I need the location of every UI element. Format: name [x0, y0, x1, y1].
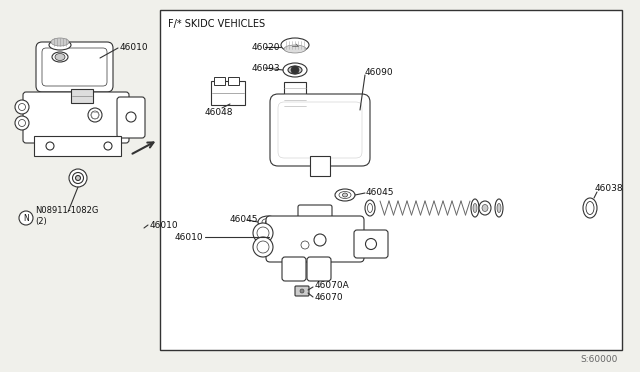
Text: 46070A: 46070A	[315, 280, 349, 289]
FancyBboxPatch shape	[284, 82, 306, 114]
Text: N08911-1082G
(2): N08911-1082G (2)	[35, 206, 99, 226]
Ellipse shape	[52, 52, 68, 62]
FancyBboxPatch shape	[270, 94, 370, 166]
Circle shape	[72, 173, 83, 183]
Text: 46010: 46010	[120, 42, 148, 51]
Circle shape	[15, 100, 29, 114]
Text: N: N	[23, 214, 29, 222]
Ellipse shape	[497, 203, 501, 212]
FancyBboxPatch shape	[36, 42, 113, 92]
Circle shape	[104, 142, 112, 150]
FancyBboxPatch shape	[295, 286, 309, 296]
Text: 46045: 46045	[230, 215, 259, 224]
Ellipse shape	[262, 218, 274, 225]
Text: 46038: 46038	[595, 183, 623, 192]
FancyBboxPatch shape	[211, 81, 245, 105]
Ellipse shape	[583, 198, 597, 218]
FancyBboxPatch shape	[214, 77, 225, 84]
FancyBboxPatch shape	[354, 230, 388, 258]
Ellipse shape	[367, 203, 372, 212]
Text: 46020: 46020	[252, 42, 280, 51]
Text: 46045: 46045	[366, 187, 394, 196]
FancyBboxPatch shape	[278, 102, 362, 158]
Circle shape	[76, 176, 81, 180]
Ellipse shape	[471, 199, 479, 217]
Ellipse shape	[283, 63, 307, 77]
FancyBboxPatch shape	[34, 136, 121, 156]
Circle shape	[88, 108, 102, 122]
Circle shape	[300, 289, 304, 293]
Circle shape	[126, 112, 136, 122]
Circle shape	[19, 119, 26, 126]
Text: 46010: 46010	[175, 232, 204, 241]
Ellipse shape	[473, 203, 477, 212]
Ellipse shape	[342, 193, 348, 197]
Circle shape	[253, 223, 273, 243]
Text: 46070: 46070	[315, 292, 344, 301]
Ellipse shape	[482, 205, 488, 212]
Circle shape	[19, 103, 26, 110]
Circle shape	[46, 142, 54, 150]
Text: F/* SKIDC VEHICLES: F/* SKIDC VEHICLES	[168, 19, 265, 29]
FancyBboxPatch shape	[266, 216, 364, 262]
Circle shape	[314, 234, 326, 246]
Ellipse shape	[49, 40, 71, 50]
Circle shape	[291, 66, 299, 74]
Ellipse shape	[288, 66, 302, 74]
FancyBboxPatch shape	[23, 92, 129, 143]
FancyBboxPatch shape	[71, 89, 93, 103]
Ellipse shape	[479, 201, 491, 215]
Ellipse shape	[335, 189, 355, 201]
Circle shape	[15, 116, 29, 130]
Text: 46090: 46090	[365, 67, 394, 77]
Text: S:60000: S:60000	[580, 356, 618, 365]
FancyBboxPatch shape	[307, 257, 331, 281]
FancyBboxPatch shape	[160, 10, 622, 350]
Ellipse shape	[495, 199, 503, 217]
Ellipse shape	[339, 192, 351, 199]
Circle shape	[19, 211, 33, 225]
Circle shape	[257, 241, 269, 253]
Circle shape	[253, 237, 273, 257]
FancyBboxPatch shape	[310, 156, 330, 176]
Ellipse shape	[266, 220, 271, 224]
Ellipse shape	[284, 45, 306, 53]
Ellipse shape	[586, 202, 594, 215]
Circle shape	[91, 111, 99, 119]
Text: 46048: 46048	[205, 108, 234, 116]
Circle shape	[301, 241, 309, 249]
Ellipse shape	[365, 200, 375, 216]
Text: 46010: 46010	[150, 221, 179, 230]
FancyBboxPatch shape	[282, 257, 306, 281]
Text: 46093: 46093	[252, 64, 280, 73]
Ellipse shape	[51, 38, 69, 46]
Ellipse shape	[55, 54, 65, 61]
Circle shape	[365, 238, 376, 250]
FancyBboxPatch shape	[298, 205, 332, 229]
Ellipse shape	[258, 216, 278, 228]
FancyBboxPatch shape	[42, 48, 107, 86]
Circle shape	[257, 227, 269, 239]
FancyBboxPatch shape	[227, 77, 239, 84]
FancyBboxPatch shape	[117, 97, 145, 138]
Circle shape	[69, 169, 87, 187]
Ellipse shape	[281, 38, 309, 52]
